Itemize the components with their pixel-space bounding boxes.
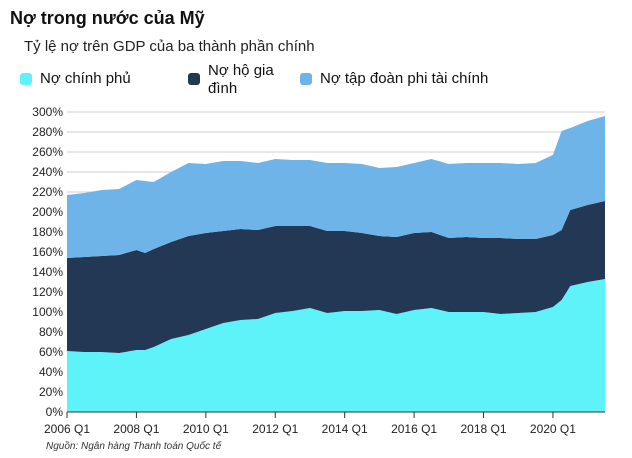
legend-label-government-debt: Nợ chính phủ bbox=[40, 70, 131, 87]
x-tick-label-2010: 2010 Q1 bbox=[183, 422, 229, 436]
x-tick-label-2016: 2016 Q1 bbox=[391, 422, 437, 436]
y-tick-label-280: 280% bbox=[32, 125, 63, 139]
y-tick-label-300: 300% bbox=[32, 105, 63, 119]
y-tick-label-260: 260% bbox=[32, 145, 63, 159]
y-tick-label-100: 100% bbox=[32, 305, 63, 319]
legend-label-corporate-debt: Nợ tập đoàn phi tài chính bbox=[320, 70, 489, 87]
x-tick-label-2014: 2014 Q1 bbox=[322, 422, 368, 436]
y-tick-label-80: 80% bbox=[39, 325, 63, 339]
y-tick-label-20: 20% bbox=[39, 385, 63, 399]
legend-swatch-government-debt bbox=[20, 73, 32, 85]
y-tick-label-240: 240% bbox=[32, 165, 63, 179]
source-note: Nguồn: Ngân hàng Thanh toán Quốc tế bbox=[46, 441, 222, 452]
y-tick-label-140: 140% bbox=[32, 265, 63, 279]
y-tick-label-60: 60% bbox=[39, 345, 63, 359]
area-government-debt bbox=[67, 279, 605, 412]
y-tick-label-220: 220% bbox=[32, 185, 63, 199]
chart-title: Nợ trong nước của Mỹ bbox=[10, 8, 205, 28]
legend-item-corporate-debt: Nợ tập đoàn phi tài chính bbox=[300, 62, 488, 88]
chart-subtitle: Tỷ lệ nợ trên GDP của ba thành phần chín… bbox=[24, 38, 315, 55]
y-tick-label-0: 0% bbox=[46, 405, 64, 419]
legend-swatch-corporate-debt bbox=[300, 73, 312, 85]
legend-item-household-debt: Nợ hộ gia đình bbox=[188, 62, 278, 98]
chart-plot: 0% 20% 40% 60% 80% 100% 120% 140% 160% 180% 200% 22… bbox=[32, 105, 605, 436]
y-tick-label-180: 180% bbox=[32, 225, 63, 239]
y-tick-label-40: 40% bbox=[39, 365, 63, 379]
legend-swatch-household-debt bbox=[188, 73, 200, 85]
legend: Nợ chính phủ Nợ hộ gia đình Nợ tập đoàn … bbox=[20, 62, 620, 102]
y-tick-label-200: 200% bbox=[32, 205, 63, 219]
x-tick-label-2012: 2012 Q1 bbox=[252, 422, 298, 436]
legend-label-household-debt: Nợ hộ gia đình bbox=[208, 62, 274, 97]
area-household-debt bbox=[67, 201, 605, 353]
stacked-areas bbox=[67, 116, 605, 412]
x-tick-label-2020: 2020 Q1 bbox=[530, 422, 576, 436]
area-corporate-debt bbox=[67, 116, 605, 258]
legend-item-government-debt: Nợ chính phủ bbox=[20, 62, 131, 88]
y-tick-label-160: 160% bbox=[32, 245, 63, 259]
x-tick-label-2006: 2006 Q1 bbox=[44, 422, 90, 436]
x-tick-label-2008: 2008 Q1 bbox=[113, 422, 159, 436]
x-tick-label-2018: 2018 Q1 bbox=[460, 422, 506, 436]
y-tick-label-120: 120% bbox=[32, 285, 63, 299]
axes: 0% 20% 40% 60% 80% 100% 120% 140% 160% 180% 200% 22… bbox=[32, 105, 605, 436]
